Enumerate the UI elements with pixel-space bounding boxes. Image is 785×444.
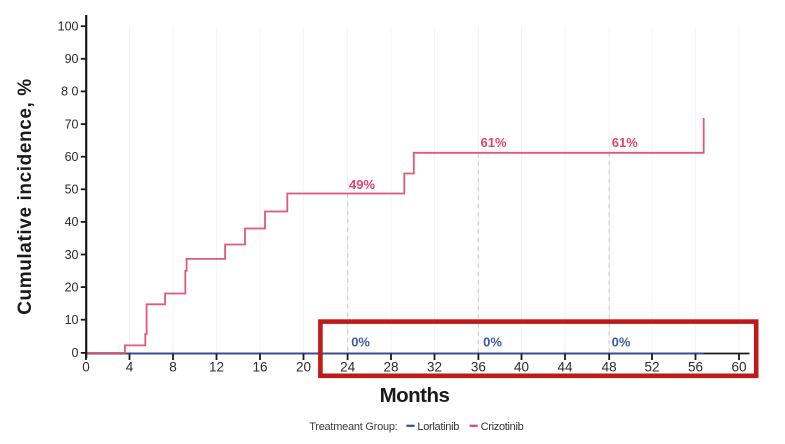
svg-text:Cumulative incidence, %: Cumulative incidence, % bbox=[15, 78, 36, 315]
svg-text:56: 56 bbox=[688, 360, 703, 375]
svg-text:16: 16 bbox=[252, 360, 267, 375]
svg-text:49%: 49% bbox=[349, 177, 375, 192]
svg-text:61%: 61% bbox=[480, 135, 506, 150]
svg-text:Treatmeant Group:: Treatmeant Group: bbox=[309, 421, 397, 433]
svg-text:60: 60 bbox=[731, 360, 746, 375]
svg-text:50: 50 bbox=[65, 183, 79, 197]
svg-text:48: 48 bbox=[602, 360, 617, 375]
svg-text:40: 40 bbox=[65, 215, 79, 229]
svg-text:Lorlatinib: Lorlatinib bbox=[417, 421, 459, 433]
svg-text:40: 40 bbox=[514, 360, 529, 375]
svg-text:8 0: 8 0 bbox=[61, 85, 78, 99]
svg-text:24: 24 bbox=[340, 360, 356, 375]
svg-text:0%: 0% bbox=[612, 335, 631, 350]
svg-text:8: 8 bbox=[169, 360, 177, 375]
svg-text:61%: 61% bbox=[612, 135, 638, 150]
svg-text:10: 10 bbox=[65, 313, 79, 327]
svg-text:60: 60 bbox=[65, 150, 79, 164]
svg-text:20: 20 bbox=[296, 360, 311, 375]
svg-text:0: 0 bbox=[82, 360, 90, 375]
svg-text:70: 70 bbox=[65, 117, 79, 131]
svg-text:12: 12 bbox=[209, 360, 224, 375]
svg-text:100: 100 bbox=[58, 20, 79, 34]
svg-text:90: 90 bbox=[65, 52, 79, 66]
svg-text:0%: 0% bbox=[351, 335, 370, 350]
svg-text:0%: 0% bbox=[483, 335, 502, 350]
svg-text:28: 28 bbox=[383, 360, 398, 375]
svg-text:4: 4 bbox=[126, 360, 134, 375]
svg-text:20: 20 bbox=[65, 280, 79, 294]
svg-text:30: 30 bbox=[65, 248, 79, 262]
svg-text:36: 36 bbox=[471, 360, 486, 375]
svg-text:44: 44 bbox=[557, 360, 573, 375]
svg-text:Months: Months bbox=[380, 384, 450, 407]
svg-text:32: 32 bbox=[427, 360, 442, 375]
svg-text:52: 52 bbox=[644, 360, 659, 375]
svg-text:0: 0 bbox=[72, 346, 79, 360]
svg-text:Crizotinib: Crizotinib bbox=[481, 421, 524, 433]
